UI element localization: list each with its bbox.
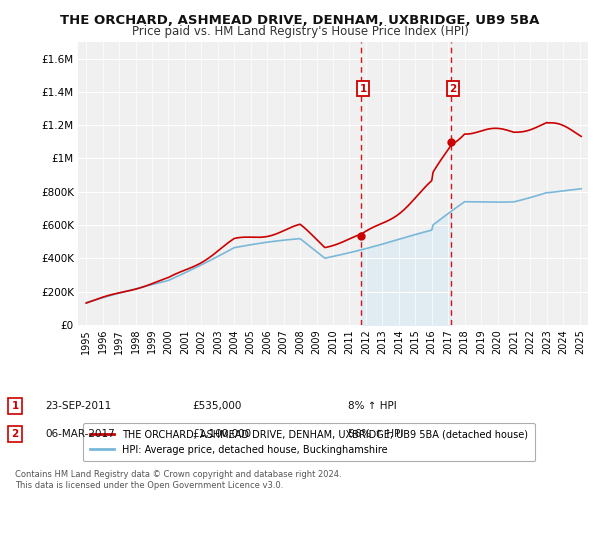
Text: 2: 2	[449, 83, 456, 94]
Text: 23-SEP-2011: 23-SEP-2011	[45, 401, 111, 411]
Text: 06-MAR-2017: 06-MAR-2017	[45, 429, 115, 439]
Text: 8% ↑ HPI: 8% ↑ HPI	[348, 401, 397, 411]
Text: THE ORCHARD, ASHMEAD DRIVE, DENHAM, UXBRIDGE, UB9 5BA: THE ORCHARD, ASHMEAD DRIVE, DENHAM, UXBR…	[61, 14, 539, 27]
Text: Price paid vs. HM Land Registry's House Price Index (HPI): Price paid vs. HM Land Registry's House …	[131, 25, 469, 38]
Text: 1: 1	[359, 83, 367, 94]
Text: 1: 1	[11, 401, 19, 411]
Text: 2: 2	[11, 429, 19, 439]
Text: £535,000: £535,000	[192, 401, 241, 411]
Text: Contains HM Land Registry data © Crown copyright and database right 2024.
This d: Contains HM Land Registry data © Crown c…	[15, 470, 341, 490]
Text: £1,100,000: £1,100,000	[192, 429, 251, 439]
Legend: THE ORCHARD, ASHMEAD DRIVE, DENHAM, UXBRIDGE, UB9 5BA (detached house), HPI: Ave: THE ORCHARD, ASHMEAD DRIVE, DENHAM, UXBR…	[83, 423, 535, 461]
Text: 56% ↑ HPI: 56% ↑ HPI	[348, 429, 403, 439]
